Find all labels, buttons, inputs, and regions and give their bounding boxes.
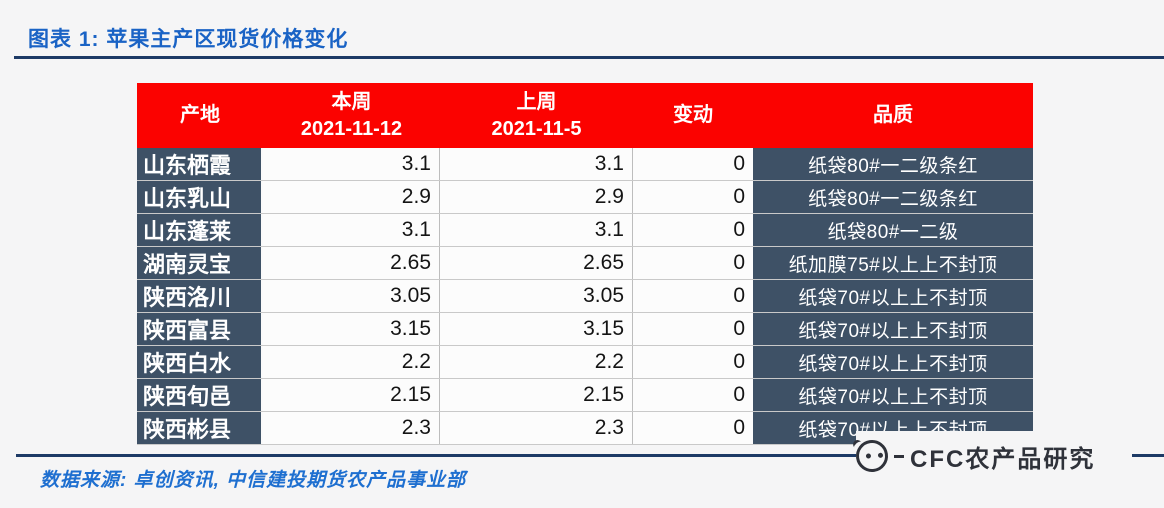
cell-origin: 陕西富县 <box>137 313 263 345</box>
cell-origin: 陕西洛川 <box>137 280 263 312</box>
column-header-last-week: 上周 2021-11-5 <box>491 90 582 140</box>
cell-change: 0 <box>633 181 753 213</box>
cell-change: 0 <box>633 247 753 279</box>
cell-last-week: 2.3 <box>440 412 633 444</box>
cell-last-week: 2.65 <box>440 247 633 279</box>
figure-title: 图表 1: 苹果主产区现货价格变化 <box>28 28 349 51</box>
cell-origin: 山东乳山 <box>137 181 263 213</box>
cfc-logo-icon <box>853 437 891 475</box>
table-row: 山东栖霞 3.1 3.1 0 纸袋80#一二级条红 <box>137 148 1033 181</box>
cell-origin: 山东栖霞 <box>137 148 263 180</box>
title-divider <box>14 56 1164 59</box>
cell-origin: 山东蓬莱 <box>137 214 263 246</box>
cell-quality: 纸加膜75#以上上不封顶 <box>753 247 1033 279</box>
table-header-row: 产地 本周 2021-11-12 上周 2021-11-5 变动 品质 <box>137 83 1033 148</box>
apple-price-table: 产地 本周 2021-11-12 上周 2021-11-5 变动 品质 山东栖霞… <box>137 83 1033 445</box>
cell-last-week: 3.1 <box>440 214 633 246</box>
cell-this-week: 2.65 <box>263 247 440 279</box>
cell-origin: 湖南灵宝 <box>137 247 263 279</box>
column-header-origin: 产地 <box>180 104 220 126</box>
cell-change: 0 <box>633 379 753 411</box>
cell-last-week: 2.2 <box>440 346 633 378</box>
column-header-change: 变动 <box>673 104 713 126</box>
cell-change: 0 <box>633 412 753 444</box>
cell-this-week: 3.1 <box>263 148 440 180</box>
cell-change: 0 <box>633 148 753 180</box>
cell-quality: 纸袋70#以上上不封顶 <box>753 379 1033 411</box>
cell-last-week: 3.1 <box>440 148 633 180</box>
column-header-quality: 品质 <box>873 104 913 126</box>
table-row: 湖南灵宝 2.65 2.65 0 纸加膜75#以上上不封顶 <box>137 247 1033 280</box>
watermark: CFC农产品研究 <box>853 431 1132 481</box>
data-source-note: 数据来源: 卓创资讯, 中信建投期货农产品事业部 <box>40 470 467 491</box>
table-row: 陕西富县 3.15 3.15 0 纸袋70#以上上不封顶 <box>137 313 1033 346</box>
cell-quality: 纸袋80#一二级 <box>753 214 1033 246</box>
cell-origin: 陕西彬县 <box>137 412 263 444</box>
table-row: 陕西旬邑 2.15 2.15 0 纸袋70#以上上不封顶 <box>137 379 1033 412</box>
table-body: 山东栖霞 3.1 3.1 0 纸袋80#一二级条红 山东乳山 2.9 2.9 0 纸袋80#一二级… <box>137 148 1033 445</box>
cell-this-week: 2.2 <box>263 346 440 378</box>
cell-this-week: 3.1 <box>263 214 440 246</box>
cell-change: 0 <box>633 313 753 345</box>
cell-this-week: 2.9 <box>263 181 440 213</box>
cell-quality: 纸袋70#以上上不封顶 <box>753 346 1033 378</box>
cell-last-week: 3.15 <box>440 313 633 345</box>
cell-quality: 纸袋70#以上上不封顶 <box>753 280 1033 312</box>
cell-last-week: 3.05 <box>440 280 633 312</box>
column-header-this-week: 本周 2021-11-12 <box>300 90 403 140</box>
cell-last-week: 2.15 <box>440 379 633 411</box>
table-row: 山东蓬莱 3.1 3.1 0 纸袋80#一二级 <box>137 214 1033 247</box>
cell-quality: 纸袋70#以上上不封顶 <box>753 313 1033 345</box>
cell-this-week: 2.3 <box>263 412 440 444</box>
watermark-dash <box>894 454 904 458</box>
table-row: 陕西白水 2.2 2.2 0 纸袋70#以上上不封顶 <box>137 346 1033 379</box>
table-row: 山东乳山 2.9 2.9 0 纸袋80#一二级条红 <box>137 181 1033 214</box>
bottom-divider <box>16 454 1164 457</box>
cell-quality: 纸袋80#一二级条红 <box>753 148 1033 180</box>
table-row: 陕西洛川 3.05 3.05 0 纸袋70#以上上不封顶 <box>137 280 1033 313</box>
watermark-text: CFC农产品研究 <box>910 445 1096 473</box>
cell-origin: 陕西白水 <box>137 346 263 378</box>
cell-quality: 纸袋80#一二级条红 <box>753 181 1033 213</box>
cell-this-week: 3.15 <box>263 313 440 345</box>
cell-this-week: 3.05 <box>263 280 440 312</box>
cell-last-week: 2.9 <box>440 181 633 213</box>
cell-change: 0 <box>633 346 753 378</box>
cell-origin: 陕西旬邑 <box>137 379 263 411</box>
cell-change: 0 <box>633 280 753 312</box>
cell-change: 0 <box>633 214 753 246</box>
cell-this-week: 2.15 <box>263 379 440 411</box>
